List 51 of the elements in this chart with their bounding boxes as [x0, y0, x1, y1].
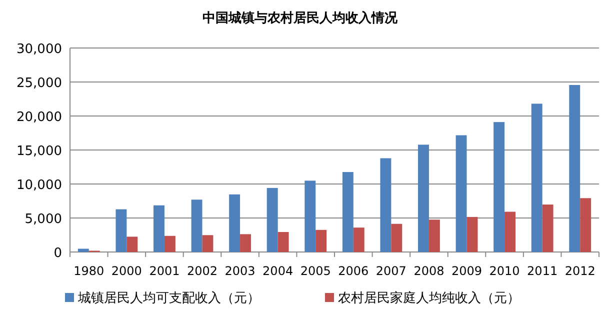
- x-tick-label: 2008: [414, 264, 444, 278]
- bar: [353, 228, 364, 252]
- bar: [418, 144, 429, 252]
- chart-title: 中国城镇与农村居民人均收入情况: [202, 10, 398, 26]
- x-tick-label: 2012: [564, 264, 596, 278]
- bar: [191, 200, 202, 252]
- y-tick-label: 0: [54, 246, 62, 261]
- bar: [428, 220, 440, 252]
- bar: [580, 198, 592, 252]
- y-tick-label: 5,000: [24, 212, 62, 227]
- bar: [229, 194, 240, 252]
- x-tick-label: 2007: [376, 264, 406, 278]
- x-tick-label: 2009: [451, 264, 482, 278]
- bar: [240, 234, 251, 252]
- legend-label: 农村居民家庭人均纯收入（元）: [338, 290, 520, 306]
- bar: [504, 212, 516, 252]
- y-tick-label: 20,000: [16, 110, 62, 125]
- bar: [126, 236, 138, 252]
- x-tick-label: 2003: [224, 264, 256, 278]
- bar: [569, 84, 580, 252]
- x-tick-label: 2011: [527, 264, 558, 278]
- bar: [342, 172, 354, 252]
- legend-label: 城镇居民人均可支配收入（元）: [77, 291, 260, 306]
- bar: [78, 248, 89, 252]
- bar: [154, 205, 164, 252]
- x-tick-label: 2004: [262, 264, 294, 278]
- y-tick-label: 15,000: [16, 144, 62, 159]
- bar: [266, 188, 278, 252]
- bar: [531, 104, 542, 252]
- x-tick-label: 2006: [338, 264, 369, 278]
- bar: [494, 122, 505, 252]
- bar: [542, 204, 554, 252]
- bar: [202, 235, 214, 252]
- y-tick-label: 30,000: [16, 42, 62, 57]
- y-tick-label: 10,000: [16, 178, 62, 193]
- bar: [316, 230, 327, 252]
- bar: [466, 216, 478, 252]
- bar: [278, 232, 289, 252]
- x-tick-label: 1980: [74, 264, 104, 278]
- bar: [164, 236, 176, 252]
- bar: [304, 180, 316, 252]
- bar: [116, 209, 127, 252]
- y-tick-label: 25,000: [16, 76, 62, 91]
- x-tick-label: 2000: [111, 264, 142, 278]
- x-tick-label: 2002: [186, 264, 218, 278]
- x-tick-label: 2010: [489, 264, 520, 278]
- bar: [380, 158, 392, 252]
- x-tick-label: 2001: [149, 264, 180, 278]
- x-tick-label: 2005: [300, 264, 331, 278]
- bar: [391, 224, 402, 252]
- bar: [456, 135, 467, 252]
